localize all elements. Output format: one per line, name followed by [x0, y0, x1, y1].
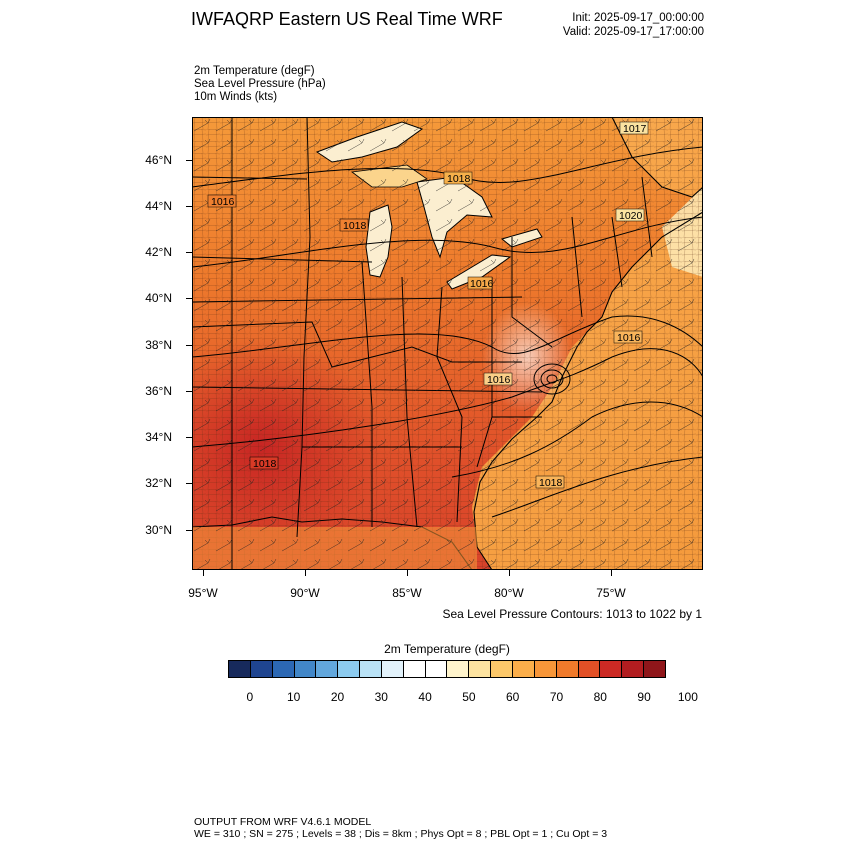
- wind-vectors: [192, 117, 703, 570]
- latitude-label: 46°N: [145, 153, 172, 167]
- colorbar-label: 10: [287, 690, 301, 704]
- colorbar-swatch: [469, 661, 492, 677]
- longitude-tick: [407, 570, 408, 576]
- longitude-tick: [305, 570, 306, 576]
- plot-title: IWFAQRP Eastern US Real Time WRF: [191, 9, 503, 29]
- weather-map[interactable]: 1017 1018 1016 1018 1020 1016 1016 1016 …: [192, 117, 703, 570]
- field-label-pressure: Sea Level Pressure (hPa): [194, 78, 326, 90]
- latitude-label: 32°N: [145, 476, 172, 490]
- colorbar-label: 50: [462, 690, 476, 704]
- longitude-label: 85°W: [392, 586, 422, 600]
- colorbar-swatch: [229, 661, 251, 677]
- longitude-tick: [509, 570, 510, 576]
- latitude-label: 36°N: [145, 384, 172, 398]
- isobar-label: 1018: [447, 173, 471, 185]
- colorbar-swatch: [381, 661, 404, 677]
- longitude-tick: [203, 570, 204, 576]
- field-label-temperature: 2m Temperature (degF): [194, 65, 315, 77]
- colorbar-swatch: [644, 661, 665, 677]
- field-label-winds: 10m Winds (kts): [194, 91, 278, 103]
- isobar-label: 1020: [619, 210, 643, 222]
- colorbar-label: 60: [506, 690, 520, 704]
- longitude-tick: [611, 570, 612, 576]
- latitude-tick: [186, 391, 192, 392]
- colorbar-swatch: [534, 661, 557, 677]
- colorbar-swatch: [403, 661, 426, 677]
- isobar-label: 1018: [253, 458, 277, 470]
- map-canvas: 1017 1018 1016 1018 1020 1016 1016 1016 …: [192, 117, 703, 570]
- isobar-label: 1016: [211, 196, 235, 208]
- colorbar-label: 30: [374, 690, 388, 704]
- model-info: OUTPUT FROM WRF V4.6.1 MODEL: [194, 816, 372, 828]
- longitude-label: 75°W: [596, 586, 626, 600]
- latitude-label: 34°N: [145, 430, 172, 444]
- colorbar-swatch: [578, 661, 601, 677]
- latitude-label: 42°N: [145, 245, 172, 259]
- colorbar-swatch: [512, 661, 535, 677]
- colorbar-swatch: [491, 661, 513, 677]
- valid-time: Valid: 2025-09-17_17:00:00: [562, 26, 704, 38]
- isobar-label: 1016: [617, 332, 641, 344]
- isobar-label: 1016: [470, 278, 494, 290]
- isobar-label: 1018: [539, 477, 563, 489]
- colorbar-swatch: [360, 661, 382, 677]
- colorbar-swatch: [622, 661, 645, 677]
- latitude-tick: [186, 160, 192, 161]
- latitude-tick: [186, 530, 192, 531]
- latitude-tick: [186, 345, 192, 346]
- longitude-label: 80°W: [494, 586, 524, 600]
- longitude-label: 90°W: [290, 586, 320, 600]
- colorbar-swatch: [294, 661, 317, 677]
- colorbar-label: 70: [549, 690, 564, 704]
- colorbar: [228, 660, 666, 678]
- colorbar-swatch: [250, 661, 273, 677]
- colorbar-swatch: [556, 661, 579, 677]
- colorbar-label: 0: [246, 690, 254, 704]
- colorbar-label: 40: [418, 690, 432, 704]
- colorbar-label: 90: [637, 690, 651, 704]
- colorbar-label: 100: [677, 690, 698, 704]
- latitude-label: 38°N: [145, 338, 172, 352]
- colorbar-swatch: [316, 661, 339, 677]
- latitude-label: 40°N: [145, 291, 172, 305]
- latitude-tick: [186, 206, 192, 207]
- colorbar-label: 20: [330, 690, 345, 704]
- latitude-tick: [186, 437, 192, 438]
- latitude-tick: [186, 298, 192, 299]
- latitude-label: 44°N: [145, 199, 172, 213]
- latitude-label: 30°N: [145, 523, 172, 537]
- longitude-label: 95°W: [188, 586, 218, 600]
- colorbar-swatch: [272, 661, 295, 677]
- latitude-tick: [186, 483, 192, 484]
- colorbar-swatch: [600, 661, 623, 677]
- init-time: Init: 2025-09-17_00:00:00: [572, 12, 704, 24]
- model-parameters: WE = 310 ; SN = 275 ; Levels = 38 ; Dis …: [194, 828, 608, 840]
- colorbar-swatch: [447, 661, 470, 677]
- colorbar-swatch: [338, 661, 361, 677]
- isobar-label: 1018: [343, 220, 367, 232]
- latitude-tick: [186, 252, 192, 253]
- colorbar-label: 80: [593, 690, 607, 704]
- contour-info: Sea Level Pressure Contours: 1013 to 102…: [442, 607, 703, 621]
- colorbar-swatch: [425, 661, 448, 677]
- colorbar-title: 2m Temperature (degF): [384, 642, 510, 656]
- isobar-label: 1017: [623, 123, 647, 135]
- isobar-label: 1016: [487, 374, 511, 386]
